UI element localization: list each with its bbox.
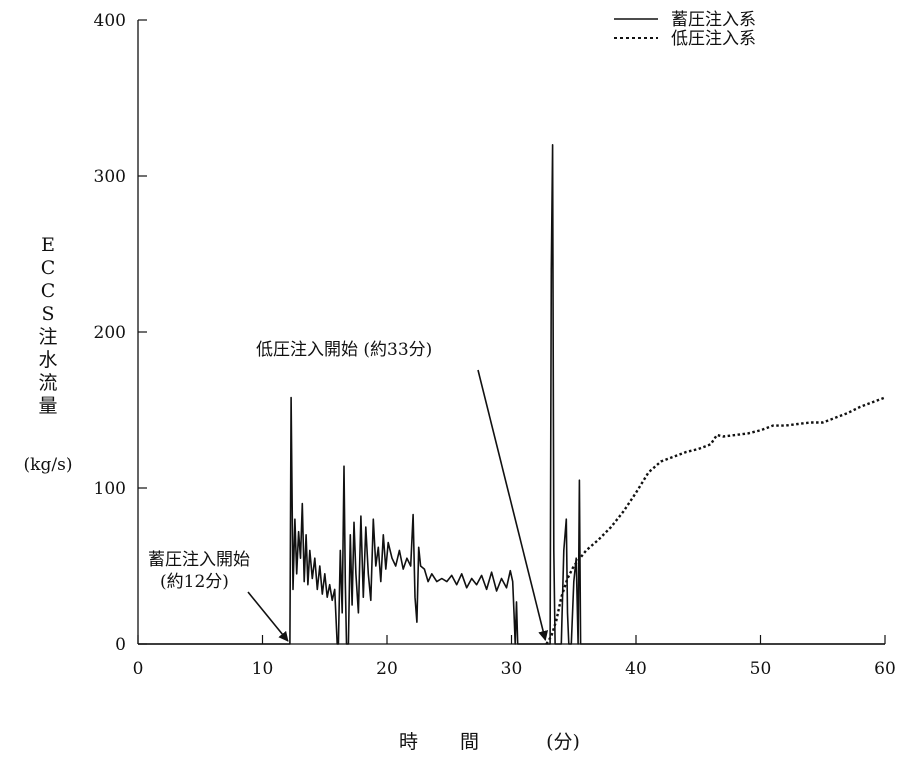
annotation-arrow-accumulator <box>247 591 289 642</box>
y-axis-label-char: C <box>41 257 56 279</box>
x-tick-label: 30 <box>501 659 523 679</box>
x-tick-label: 60 <box>874 659 896 679</box>
y-axis-label-char: 量 <box>38 395 57 417</box>
series-low-pressure-injection <box>545 396 886 645</box>
y-tick-label: 200 <box>94 323 126 343</box>
x-tick-label: 20 <box>376 659 398 679</box>
series-accumulator-injection <box>138 144 885 645</box>
y-axis-label-char: S <box>41 303 54 325</box>
x-tick-label: 10 <box>252 659 274 679</box>
x-tick-label: 50 <box>750 659 772 679</box>
legend-label: 低圧注入系 <box>671 29 756 49</box>
ticks: 0 10 20 30 40 50 60 0 100 200 300 400 <box>94 11 896 679</box>
y-axis-label-char: 流 <box>38 372 57 394</box>
y-axis-label-char: E <box>41 234 55 256</box>
y-tick-label: 300 <box>94 167 126 187</box>
legend-label: 蓄圧注入系 <box>671 10 756 30</box>
y-axis-label-char: 水 <box>38 349 57 371</box>
x-tick-label: 40 <box>625 659 647 679</box>
annotation-layer: 蓄圧注入開始(約12分) 低圧注入開始 (約33分) <box>148 340 549 642</box>
annotation-accumulator-start-time: (約12分) <box>160 572 229 592</box>
y-axis-unit: (kg/s) <box>24 455 73 475</box>
annotation-low-pressure-start: 低圧注入開始 (約33分) <box>256 340 432 360</box>
y-tick-label: 100 <box>94 479 126 499</box>
y-axis-label-char: C <box>41 280 56 302</box>
y-tick-label: 0 <box>115 635 126 655</box>
y-tick-label: 400 <box>94 11 126 31</box>
x-axis-label: 時 間 <box>399 731 497 753</box>
annotation-accumulator-start: 蓄圧注入開始 <box>148 550 250 570</box>
axes <box>137 20 885 645</box>
y-axis-label-char: 注 <box>38 326 57 348</box>
x-tick-label: 0 <box>133 659 144 679</box>
x-axis-unit: (分) <box>546 731 580 753</box>
annotation-arrow-low-pressure <box>477 369 549 641</box>
series-layer <box>138 144 886 645</box>
